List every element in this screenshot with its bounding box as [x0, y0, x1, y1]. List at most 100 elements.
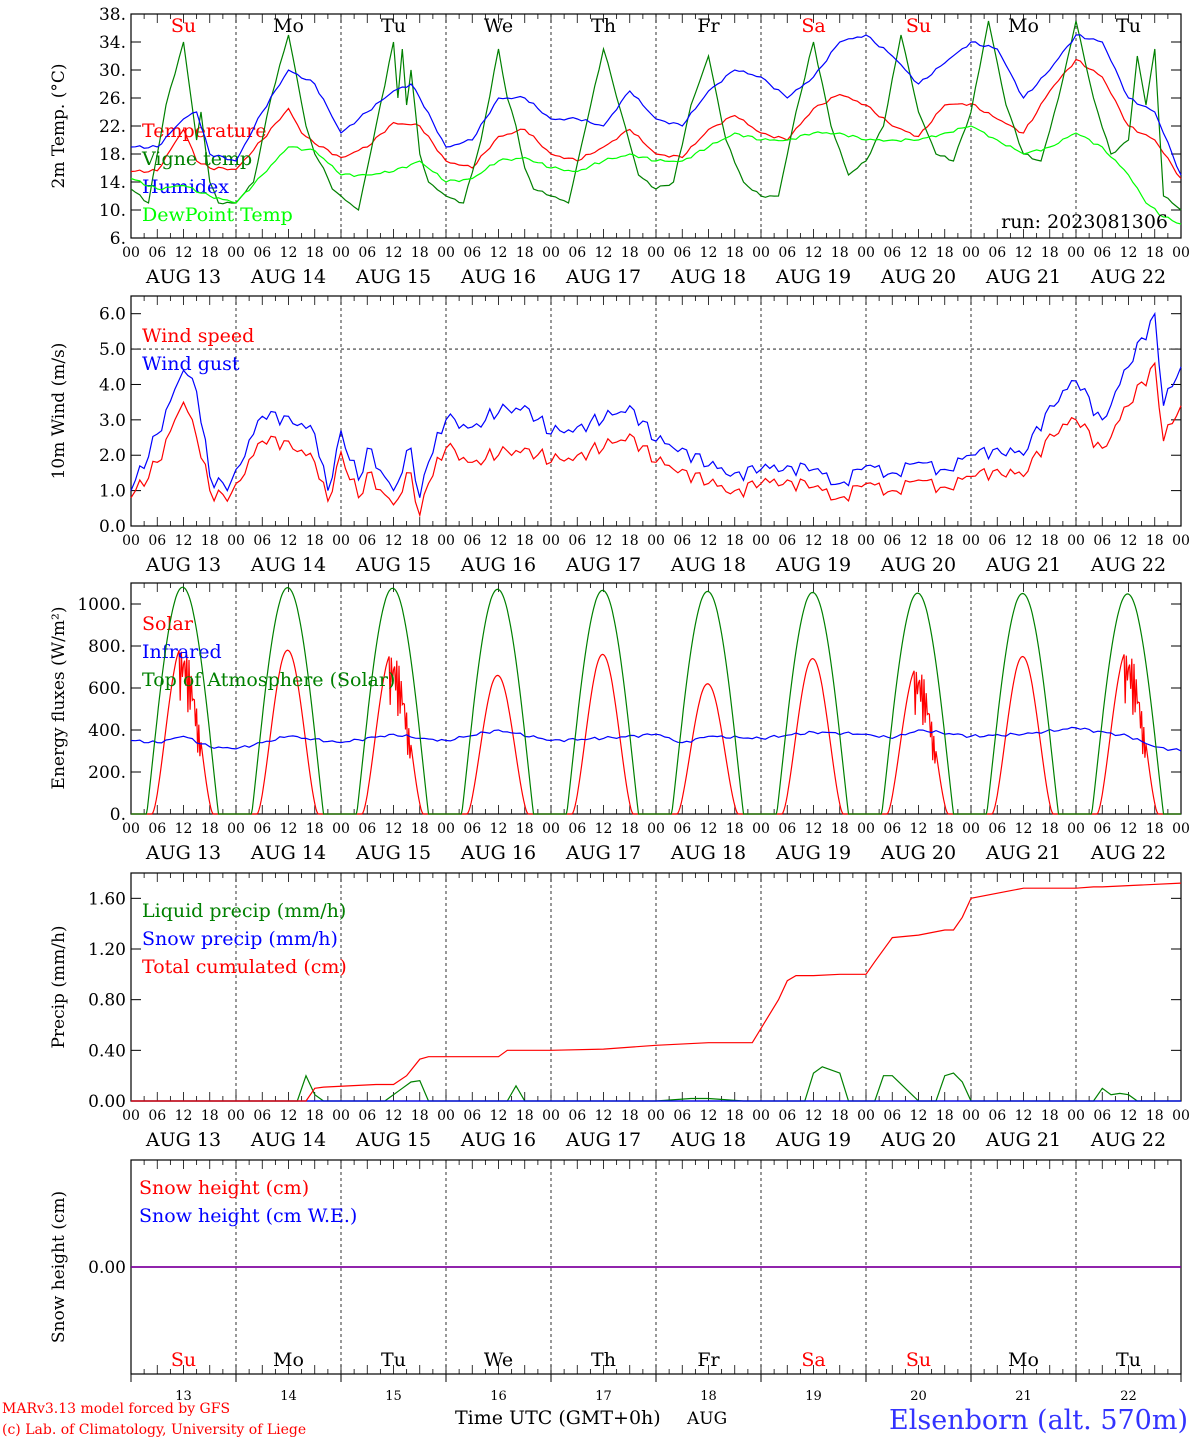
hour-tick-label: 18: [726, 533, 744, 549]
weekday-label: Tu: [381, 15, 406, 37]
y-tick-label: 38.: [99, 5, 126, 25]
hour-tick-label: 18: [201, 1108, 219, 1124]
hour-tick-label: 12: [490, 245, 508, 261]
station-name: Elsenborn (alt. 570m): [889, 1405, 1188, 1436]
hour-tick-label: 00: [122, 1108, 140, 1124]
date-label: AUG 20: [880, 842, 956, 864]
hour-tick-label: 18: [1041, 821, 1059, 837]
hour-tick-label: 12: [805, 245, 823, 261]
hour-tick-label: 18: [621, 245, 639, 261]
hour-tick-label: 00: [227, 821, 245, 837]
hour-tick-label: 06: [988, 245, 1006, 261]
hour-tick-label: 18: [621, 533, 639, 549]
hour-tick-label: 18: [831, 821, 849, 837]
date-label: AUG 17: [565, 842, 641, 864]
y-tick-label: 4.0: [99, 375, 126, 395]
hour-tick-label: 12: [175, 821, 193, 837]
hour-tick-label: 12: [595, 1108, 613, 1124]
hour-tick-label: 18: [516, 245, 534, 261]
y-tick-label: 6.: [110, 229, 126, 249]
y-tick-label: 0.40: [88, 1041, 126, 1061]
hour-tick-label: 00: [437, 533, 455, 549]
hour-tick-label: 00: [752, 245, 770, 261]
hour-tick-label: 18: [1041, 245, 1059, 261]
hour-tick-label: 12: [595, 533, 613, 549]
date-label: AUG 13: [145, 842, 221, 864]
hour-tick-label: 06: [1093, 821, 1111, 837]
y-tick-label: 0.00: [88, 1258, 126, 1278]
day-number: 13: [175, 1389, 192, 1404]
date-label: AUG 19: [775, 1129, 851, 1151]
hour-tick-label: 00: [857, 1108, 875, 1124]
hour-tick-label: 18: [201, 245, 219, 261]
hour-tick-label: 06: [148, 821, 166, 837]
hour-tick-label: 00: [647, 821, 665, 837]
panel-2: 0.0 1.0 2.0 3.0 4.0 5.0 6.0 10m Wind (m/s) Wind …: [49, 295, 1190, 576]
weekday-label: We: [484, 1349, 513, 1371]
hour-tick-label: 06: [253, 245, 271, 261]
hour-tick-label: 18: [411, 821, 429, 837]
hour-tick-label: 00: [437, 1108, 455, 1124]
date-label: AUG 15: [355, 1129, 431, 1151]
y-tick-label: 1.60: [88, 889, 126, 909]
hour-tick-label: 00: [332, 245, 350, 261]
hour-tick-label: 18: [831, 1108, 849, 1124]
legend-series-wind-gust: Wind gust: [142, 353, 240, 375]
hour-tick-label: 06: [463, 1108, 481, 1124]
date-label: AUG 19: [775, 842, 851, 864]
y-tick-label: 22.: [99, 117, 126, 137]
hour-tick-label: 06: [358, 245, 376, 261]
hour-tick-label: 18: [621, 1108, 639, 1124]
y-axis-label: Snow height (cm): [49, 1191, 69, 1343]
hour-tick-label: 00: [227, 245, 245, 261]
y-tick-label: 26.: [99, 89, 126, 109]
hour-tick-label: 12: [595, 821, 613, 837]
hour-tick-label: 12: [700, 821, 718, 837]
run-annotation: run: 2023081306: [1001, 211, 1168, 233]
hour-tick-label: 18: [936, 533, 954, 549]
hour-tick-label: 00: [857, 245, 875, 261]
date-label: AUG 16: [460, 266, 536, 288]
hour-tick-label: 12: [1120, 533, 1138, 549]
date-label: AUG 21: [985, 842, 1061, 864]
hour-tick-label: 18: [621, 821, 639, 837]
hour-tick-label: 00: [1172, 533, 1190, 549]
date-label: AUG 22: [1090, 554, 1166, 576]
hour-tick-label: 00: [332, 1108, 350, 1124]
date-label: AUG 16: [460, 842, 536, 864]
hour-tick-label: 12: [1015, 1108, 1033, 1124]
weekday-label: Th: [591, 15, 616, 37]
hour-tick-label: 00: [1067, 821, 1085, 837]
hour-tick-label: 00: [1067, 245, 1085, 261]
hour-tick-label: 18: [306, 245, 324, 261]
date-label: AUG 17: [565, 1129, 641, 1151]
series-humidex: [130, 34, 1182, 176]
hour-tick-label: 06: [1093, 245, 1111, 261]
date-label: AUG 13: [145, 266, 221, 288]
hour-tick-label: 18: [516, 821, 534, 837]
y-tick-label: 5.0: [99, 340, 126, 360]
hour-tick-label: 00: [332, 821, 350, 837]
hour-tick-label: 06: [883, 821, 901, 837]
hour-tick-label: 18: [831, 533, 849, 549]
hour-tick-label: 06: [778, 245, 796, 261]
panel-4: 0.00 0.40 0.80 1.20 1.60 Precip (mm/h) Liquid …: [49, 872, 1190, 1151]
series-temperature: [130, 58, 1182, 179]
hour-tick-label: 00: [542, 821, 560, 837]
date-label: AUG 20: [880, 1129, 956, 1151]
date-label: AUG 16: [460, 554, 536, 576]
weekday-label: Mo: [273, 15, 304, 37]
model-credit: MARv3.13 model forced by GFS: [2, 1401, 230, 1417]
weekday-label: Sa: [801, 1349, 825, 1371]
legend-series-top-of-atmosphere-solar: Top of Atmosphere (Solar): [142, 669, 395, 691]
legend-series-temperature: Temperature: [142, 120, 266, 142]
date-label: AUG 22: [1090, 842, 1166, 864]
hour-tick-label: 06: [253, 1108, 271, 1124]
hour-tick-label: 18: [936, 245, 954, 261]
hour-tick-label: 18: [516, 533, 534, 549]
hour-tick-label: 12: [910, 533, 928, 549]
panel-5: 0.00 Snow height (cm) Snow height (cm) Snow…: [49, 1159, 1182, 1404]
day-number: 22: [1120, 1389, 1137, 1404]
hour-tick-label: 06: [358, 533, 376, 549]
hour-tick-label: 06: [673, 533, 691, 549]
